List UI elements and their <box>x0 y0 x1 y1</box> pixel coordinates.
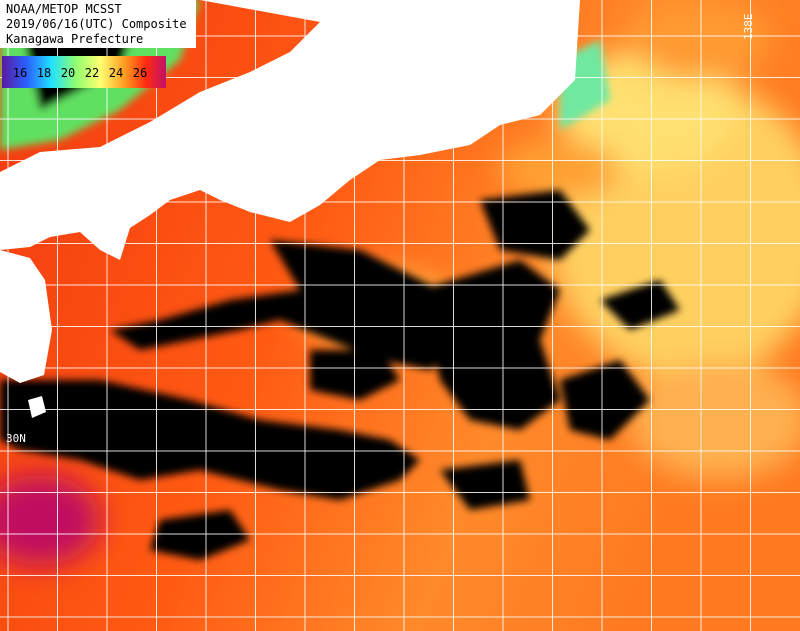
colorbar-label: 20 <box>61 66 75 80</box>
lat-label: 30N <box>6 432 26 445</box>
kyushu <box>0 250 52 383</box>
lon-label: 138E <box>742 14 755 41</box>
colorbar-label: 16 <box>13 66 27 80</box>
island <box>28 396 46 418</box>
colorbar <box>2 56 166 88</box>
header-box <box>0 0 196 48</box>
header-line: NOAA/METOP MCSST <box>6 2 122 16</box>
honshu <box>0 0 580 260</box>
lon-label: 136E <box>320 10 333 37</box>
header-line: Kanagawa Prefecture <box>6 32 143 46</box>
colorbar-label: 22 <box>85 66 99 80</box>
colorbar-label: 24 <box>109 66 123 80</box>
colorbar-label: 26 <box>133 66 147 80</box>
header-line: 2019/06/16(UTC) Composite <box>6 17 187 31</box>
colorbar-label: 18 <box>37 66 51 80</box>
colorbar-labels: 16 18 20 22 24 26 <box>13 66 147 80</box>
